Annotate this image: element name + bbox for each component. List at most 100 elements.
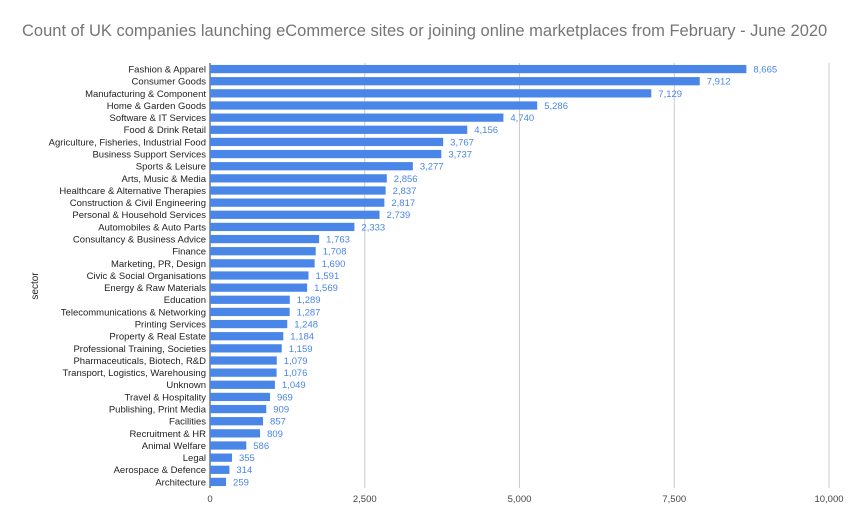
category-label: Automobiles & Auto Parts — [98, 222, 206, 233]
bars — [210, 64, 747, 487]
bar — [210, 125, 468, 134]
category-label: Software & IT Services — [110, 113, 207, 124]
category-label: Unknown — [166, 380, 206, 391]
value-label: 1,287 — [297, 307, 321, 318]
value-label: 969 — [277, 392, 293, 403]
value-label: 1,569 — [314, 283, 338, 294]
value-label: 1,159 — [289, 344, 313, 355]
category-label: Arts, Music & Media — [122, 174, 207, 185]
value-label: 259 — [233, 477, 249, 488]
value-label: 586 — [253, 441, 269, 452]
category-label: Publishing, Print Media — [109, 404, 207, 415]
bar — [210, 198, 385, 207]
bar — [210, 137, 444, 147]
category-label: Agriculture, Fisheries, Industrial Food — [49, 137, 206, 148]
x-tick-label: 7,500 — [662, 494, 686, 505]
value-label: 1,049 — [282, 380, 306, 391]
value-label: 809 — [267, 429, 283, 440]
value-label: 3,767 — [450, 137, 474, 148]
bar — [210, 247, 316, 256]
bar — [210, 307, 290, 317]
value-label: 3,737 — [448, 149, 472, 160]
category-label: Energy & Raw Materials — [104, 283, 206, 294]
bar — [210, 64, 747, 74]
bar — [210, 259, 315, 268]
category-label: Legal — [183, 453, 206, 464]
bar — [210, 101, 538, 110]
category-label: Consultancy & Business Advice — [73, 234, 206, 245]
bar — [210, 295, 290, 304]
category-label: Consumer Goods — [132, 77, 207, 88]
bar — [210, 392, 270, 402]
category-label: Fashion & Apparel — [128, 64, 206, 75]
bar — [210, 149, 442, 159]
bar — [210, 77, 700, 86]
value-label: 2,333 — [361, 222, 385, 233]
value-label: 2,837 — [393, 186, 417, 197]
bar — [210, 283, 308, 292]
category-label: Architecture — [155, 477, 206, 488]
value-label: 909 — [273, 404, 289, 415]
bar — [210, 404, 267, 414]
category-label: Telecommunications & Networking — [61, 307, 206, 318]
x-tick-label: 10,000 — [814, 494, 843, 505]
value-label: 1,708 — [323, 247, 347, 258]
category-label: Facilities — [169, 417, 206, 428]
category-label: Healthcare & Alternative Therapies — [59, 186, 206, 197]
bar — [210, 417, 264, 426]
bar — [210, 162, 413, 171]
bar — [210, 429, 261, 438]
value-label: 5,286 — [544, 101, 568, 112]
bar — [210, 465, 230, 474]
bar — [210, 89, 652, 98]
category-label: Travel & Hospitality — [125, 392, 207, 403]
bar — [210, 477, 227, 487]
value-label: 1,763 — [326, 234, 350, 245]
value-label: 314 — [236, 465, 252, 476]
value-label: 355 — [239, 453, 255, 464]
value-label: 2,817 — [391, 198, 415, 209]
value-label: 2,856 — [394, 174, 418, 185]
value-label: 4,156 — [474, 125, 498, 136]
bar — [210, 344, 282, 353]
category-label: Aerospace & Defence — [114, 465, 206, 476]
bar — [210, 332, 284, 341]
category-label: Sports & Leisure — [136, 162, 206, 173]
value-label: 2,739 — [387, 210, 411, 221]
category-label: Home & Garden Goods — [107, 101, 207, 112]
category-label: Property & Real Estate — [109, 332, 206, 343]
y-axis-title: sector — [30, 272, 41, 300]
bar — [210, 186, 386, 195]
bar — [210, 271, 309, 280]
labels: 0 2,500 5,000 7,500 10,000 Fashion & Apparel 8… — [49, 64, 844, 505]
value-label: 857 — [270, 417, 286, 428]
bar — [210, 222, 355, 232]
bar — [210, 113, 504, 122]
value-label: 1,248 — [294, 319, 318, 330]
x-tick-label: 2,500 — [353, 494, 377, 505]
bar — [210, 380, 275, 389]
value-label: 4,740 — [510, 113, 534, 124]
category-label: Personal & Household Services — [72, 210, 206, 221]
value-label: 1,184 — [290, 332, 314, 343]
category-label: Food & Drink Retail — [124, 125, 206, 136]
category-label: Marketing, PR, Design — [111, 259, 206, 270]
category-label: Construction & Civil Engineering — [70, 198, 206, 209]
value-label: 1,079 — [284, 356, 308, 367]
chart-title: Count of UK companies launching eCommerc… — [22, 22, 828, 40]
category-label: Professional Training, Societies — [73, 344, 206, 355]
value-label: 1,690 — [322, 259, 346, 270]
category-label: Transport, Logistics, Warehousing — [63, 368, 206, 379]
x-tick-label: 5,000 — [508, 494, 532, 505]
category-label: Business Support Services — [92, 149, 206, 160]
value-label: 7,912 — [707, 77, 731, 88]
category-label: Manufacturing & Component — [85, 89, 206, 100]
category-label: Printing Services — [135, 319, 207, 330]
value-label: 1,289 — [297, 295, 321, 306]
value-label: 1,076 — [284, 368, 308, 379]
value-label: 1,591 — [315, 271, 339, 282]
value-label: 7,129 — [658, 89, 682, 100]
bar — [210, 319, 288, 329]
bar — [210, 441, 247, 450]
x-tick-label: 0 — [207, 494, 212, 505]
